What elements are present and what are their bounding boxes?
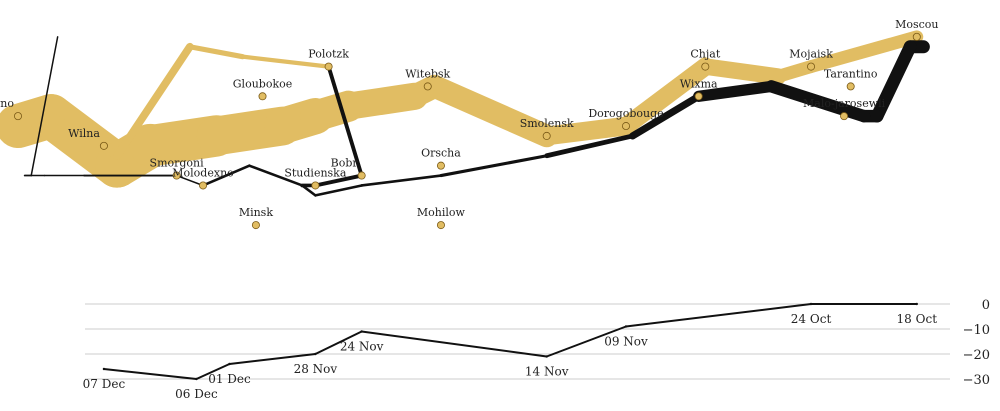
temperature-point: [624, 325, 628, 328]
city-marker: [436, 221, 445, 230]
city-marker: [199, 181, 208, 190]
temperature-point: [195, 377, 198, 381]
city-label: Polotzk: [308, 48, 349, 61]
temperature-point: [915, 302, 918, 306]
retreat-flow: [23, 36, 930, 197]
temperature-point: [314, 352, 317, 356]
city-marker: [258, 92, 267, 101]
city-marker: [251, 221, 260, 230]
temperature-line-group: [102, 302, 918, 381]
temperature-point: [809, 302, 813, 306]
city-marker: [99, 141, 108, 150]
advance-flow: [0, 30, 924, 188]
retreat-segment: [870, 40, 917, 123]
city-marker: [846, 82, 855, 91]
retreat-segment: [629, 92, 703, 140]
temperature-point: [102, 367, 106, 371]
city-label: Mohilow: [417, 206, 466, 219]
advance-segment: [537, 116, 636, 146]
city-label: Wixma: [680, 77, 718, 90]
advance-branch-segment: [240, 54, 331, 69]
advance-segment: [616, 57, 715, 136]
city-marker: [172, 171, 181, 180]
city-label: Molodexno: [172, 166, 234, 179]
city-label: Mojaisk: [789, 48, 833, 61]
retreat-segment: [360, 174, 443, 187]
temperature-date-label: 28 Nov: [294, 362, 338, 376]
advance-branch-segment: [113, 42, 194, 160]
advance-segment: [804, 30, 924, 74]
city-marker: [912, 32, 921, 41]
y-tick-label: 0: [982, 298, 990, 313]
city-marker: [436, 161, 445, 170]
retreat-side-segment: [30, 36, 59, 177]
city-marker: [324, 62, 333, 71]
city-label: Gloubokoe: [233, 77, 292, 90]
city-label: Bobr: [331, 157, 359, 170]
advance-branch-segment: [187, 44, 246, 60]
temperature-y-axis: 0 −10 −20 −30: [963, 298, 990, 388]
temperature-date-label: 09 Nov: [604, 335, 648, 349]
city-marker: [13, 112, 22, 121]
city-label: Wilna: [68, 127, 100, 140]
city-label: Kowno: [0, 97, 14, 110]
retreat-segment: [248, 164, 304, 187]
city-marker: [622, 122, 631, 131]
retreat-segment: [439, 154, 549, 178]
temperature-date-label: 24 Oct: [791, 312, 832, 326]
city-label: Smorgoni: [150, 157, 205, 170]
y-tick-label: −30: [963, 373, 990, 388]
temperature-date-label: 06 Dec: [175, 387, 218, 401]
city-label: Chjat: [690, 48, 720, 61]
city-marker: [840, 112, 849, 121]
y-tick-label: −10: [963, 323, 990, 338]
y-tick-label: −20: [963, 348, 990, 363]
city-marker: [694, 92, 703, 101]
city-label: Orscha: [421, 147, 461, 160]
temperature-date-label: 18 Oct: [897, 312, 938, 326]
retreat-branch-segment: [313, 173, 364, 188]
temperature-point: [360, 330, 363, 333]
retreat-branch-segment: [326, 64, 364, 178]
city-label: Moscou: [895, 18, 938, 31]
retreat-segment: [175, 174, 204, 187]
retreat-segment: [693, 80, 778, 102]
city-marker: [807, 62, 816, 71]
city-marker: [357, 171, 366, 180]
city-marker: [423, 82, 432, 91]
temperature-point: [228, 362, 231, 366]
retreat-segment: [765, 80, 871, 123]
city-label: Smolensk: [520, 117, 574, 130]
advance-segment: [423, 75, 559, 148]
city-label: Tarantino: [824, 67, 878, 80]
retreat-segment: [314, 184, 363, 197]
temperature-date-label: 01 Dec: [208, 372, 251, 386]
city-label: Minsk: [239, 206, 274, 219]
city-label: Dorogobouge: [588, 107, 663, 120]
advance-segment: [697, 58, 787, 85]
temperature-date-label: 24 Nov: [340, 340, 384, 354]
city-label: Malo-jarosewli: [803, 97, 886, 110]
retreat-segment: [201, 164, 251, 187]
temperature-date-label: 14 Nov: [525, 365, 569, 379]
city-marker: [701, 62, 710, 71]
temperature-point: [545, 355, 548, 358]
temperature-date-label: 07 Dec: [83, 377, 126, 391]
city-marker: [311, 181, 320, 190]
city-label: Studienska: [284, 166, 347, 179]
retreat-segment: [544, 133, 636, 159]
city-marker: [542, 131, 551, 140]
city-label: Witebsk: [405, 67, 450, 80]
